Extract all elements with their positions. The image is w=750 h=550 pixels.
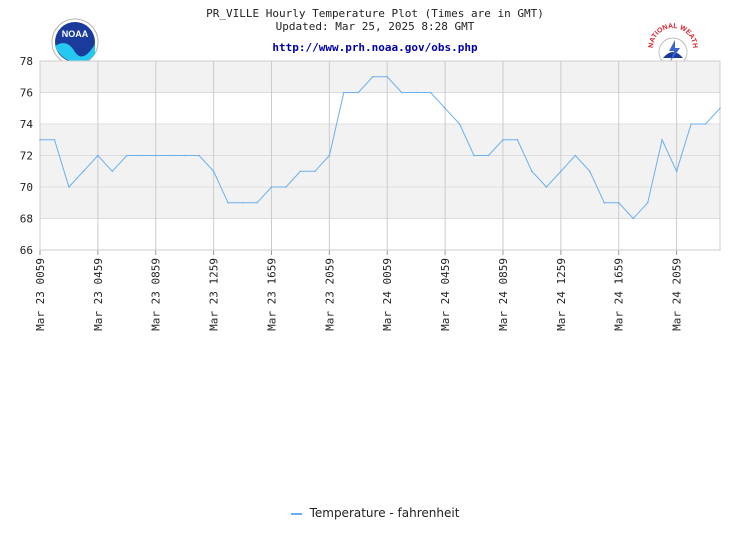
x-tick-label: Mar 23 0859 [150, 258, 163, 331]
temperature-point [68, 186, 70, 188]
temperature-point [704, 123, 707, 125]
plot-band [40, 155, 720, 187]
temperature-point [328, 154, 331, 157]
x-tick-label: Mar 23 0059 [34, 258, 47, 331]
x-tick-label: Mar 24 1659 [613, 258, 626, 331]
nws-logo: NATIONAL WEATHER SERVICE [645, 18, 698, 66]
temperature-point [444, 107, 446, 110]
temperature-point [227, 201, 229, 204]
temperature-point [560, 170, 562, 173]
x-tick-label: Mar 24 0459 [439, 258, 452, 331]
temperature-point [588, 170, 591, 173]
legend: Temperature - fahrenheit [0, 506, 750, 520]
temperature-point [719, 107, 721, 110]
y-tick-label: 70 [20, 181, 33, 194]
temperature-point [198, 154, 200, 157]
plot-band [40, 92, 720, 124]
plot-band [40, 218, 720, 250]
y-tick-label: 78 [20, 55, 33, 68]
temperature-point [270, 186, 273, 188]
plot-frame [39, 60, 721, 251]
temperature-point [661, 138, 663, 141]
temperature-point [154, 154, 157, 157]
temperature-point [140, 154, 143, 157]
temperature-point [183, 154, 186, 157]
temperature-point [675, 170, 678, 173]
temperature-point [97, 154, 99, 157]
temperature-point [545, 186, 548, 188]
temperature-point [285, 186, 287, 188]
temperature-point [574, 154, 577, 157]
plot-band [40, 124, 720, 156]
x-tick-label: Mar 23 0459 [92, 258, 105, 331]
temperature-point [386, 75, 389, 78]
temperature-point [502, 138, 504, 141]
temperature-point [429, 91, 432, 94]
legend-label: Temperature - fahrenheit [309, 506, 460, 520]
temperature-point [169, 154, 172, 157]
temperature-point [400, 91, 403, 94]
temperature-point [53, 138, 56, 141]
temperature-point [516, 138, 519, 141]
temperature-point [256, 201, 258, 204]
temperature-point [690, 123, 692, 125]
x-tick-label: Mar 23 1259 [208, 258, 221, 331]
chart-title: PR_VILLE Hourly Temperature Plot (Times … [206, 7, 544, 20]
temperature-point [487, 154, 490, 157]
y-tick-label: 74 [20, 118, 34, 131]
temperature-point [299, 170, 302, 173]
temperature-point [212, 170, 215, 173]
temperature-point [126, 154, 128, 157]
temperature-point [531, 170, 533, 173]
temperature-point [646, 201, 649, 204]
x-tick-label: Mar 23 2059 [323, 258, 336, 331]
y-tick-label: 76 [20, 87, 33, 100]
y-tick-label: 72 [20, 150, 33, 163]
temperature-point [82, 170, 85, 173]
temperature-point [39, 138, 41, 141]
temperature-point [314, 170, 316, 173]
temperature-series-line [40, 76, 721, 220]
temperature-point [241, 201, 244, 204]
temperature-point [632, 217, 634, 220]
temperature-point [603, 201, 606, 204]
x-tick-label: Mar 23 1659 [265, 258, 278, 331]
temperature-point [415, 91, 417, 94]
y-tick-label: 66 [20, 244, 33, 257]
temperature-point [473, 154, 475, 157]
x-tick-label: Mar 24 1259 [555, 258, 568, 331]
y-tick-label: 68 [20, 213, 33, 226]
legend-swatch [290, 512, 302, 515]
updated-text: Updated: Mar 25, 2025 8:28 GMT [275, 20, 475, 33]
obs-url-link[interactable]: http://www.prh.noaa.gov/obs.php [272, 41, 478, 54]
temperature-point [371, 75, 374, 78]
temperature-point [111, 170, 114, 173]
temperature-point [458, 123, 461, 125]
x-tick-label: Mar 24 2059 [671, 258, 684, 331]
noaa-logo-text: NOAA [62, 29, 89, 39]
temperature-point [343, 91, 345, 94]
temperature-point [617, 201, 620, 204]
x-tick-label: Mar 24 0859 [497, 258, 510, 331]
x-tick-label: Mar 24 0059 [381, 258, 394, 331]
noaa-logo: NOAA [51, 18, 99, 66]
temperature-point [357, 91, 360, 94]
